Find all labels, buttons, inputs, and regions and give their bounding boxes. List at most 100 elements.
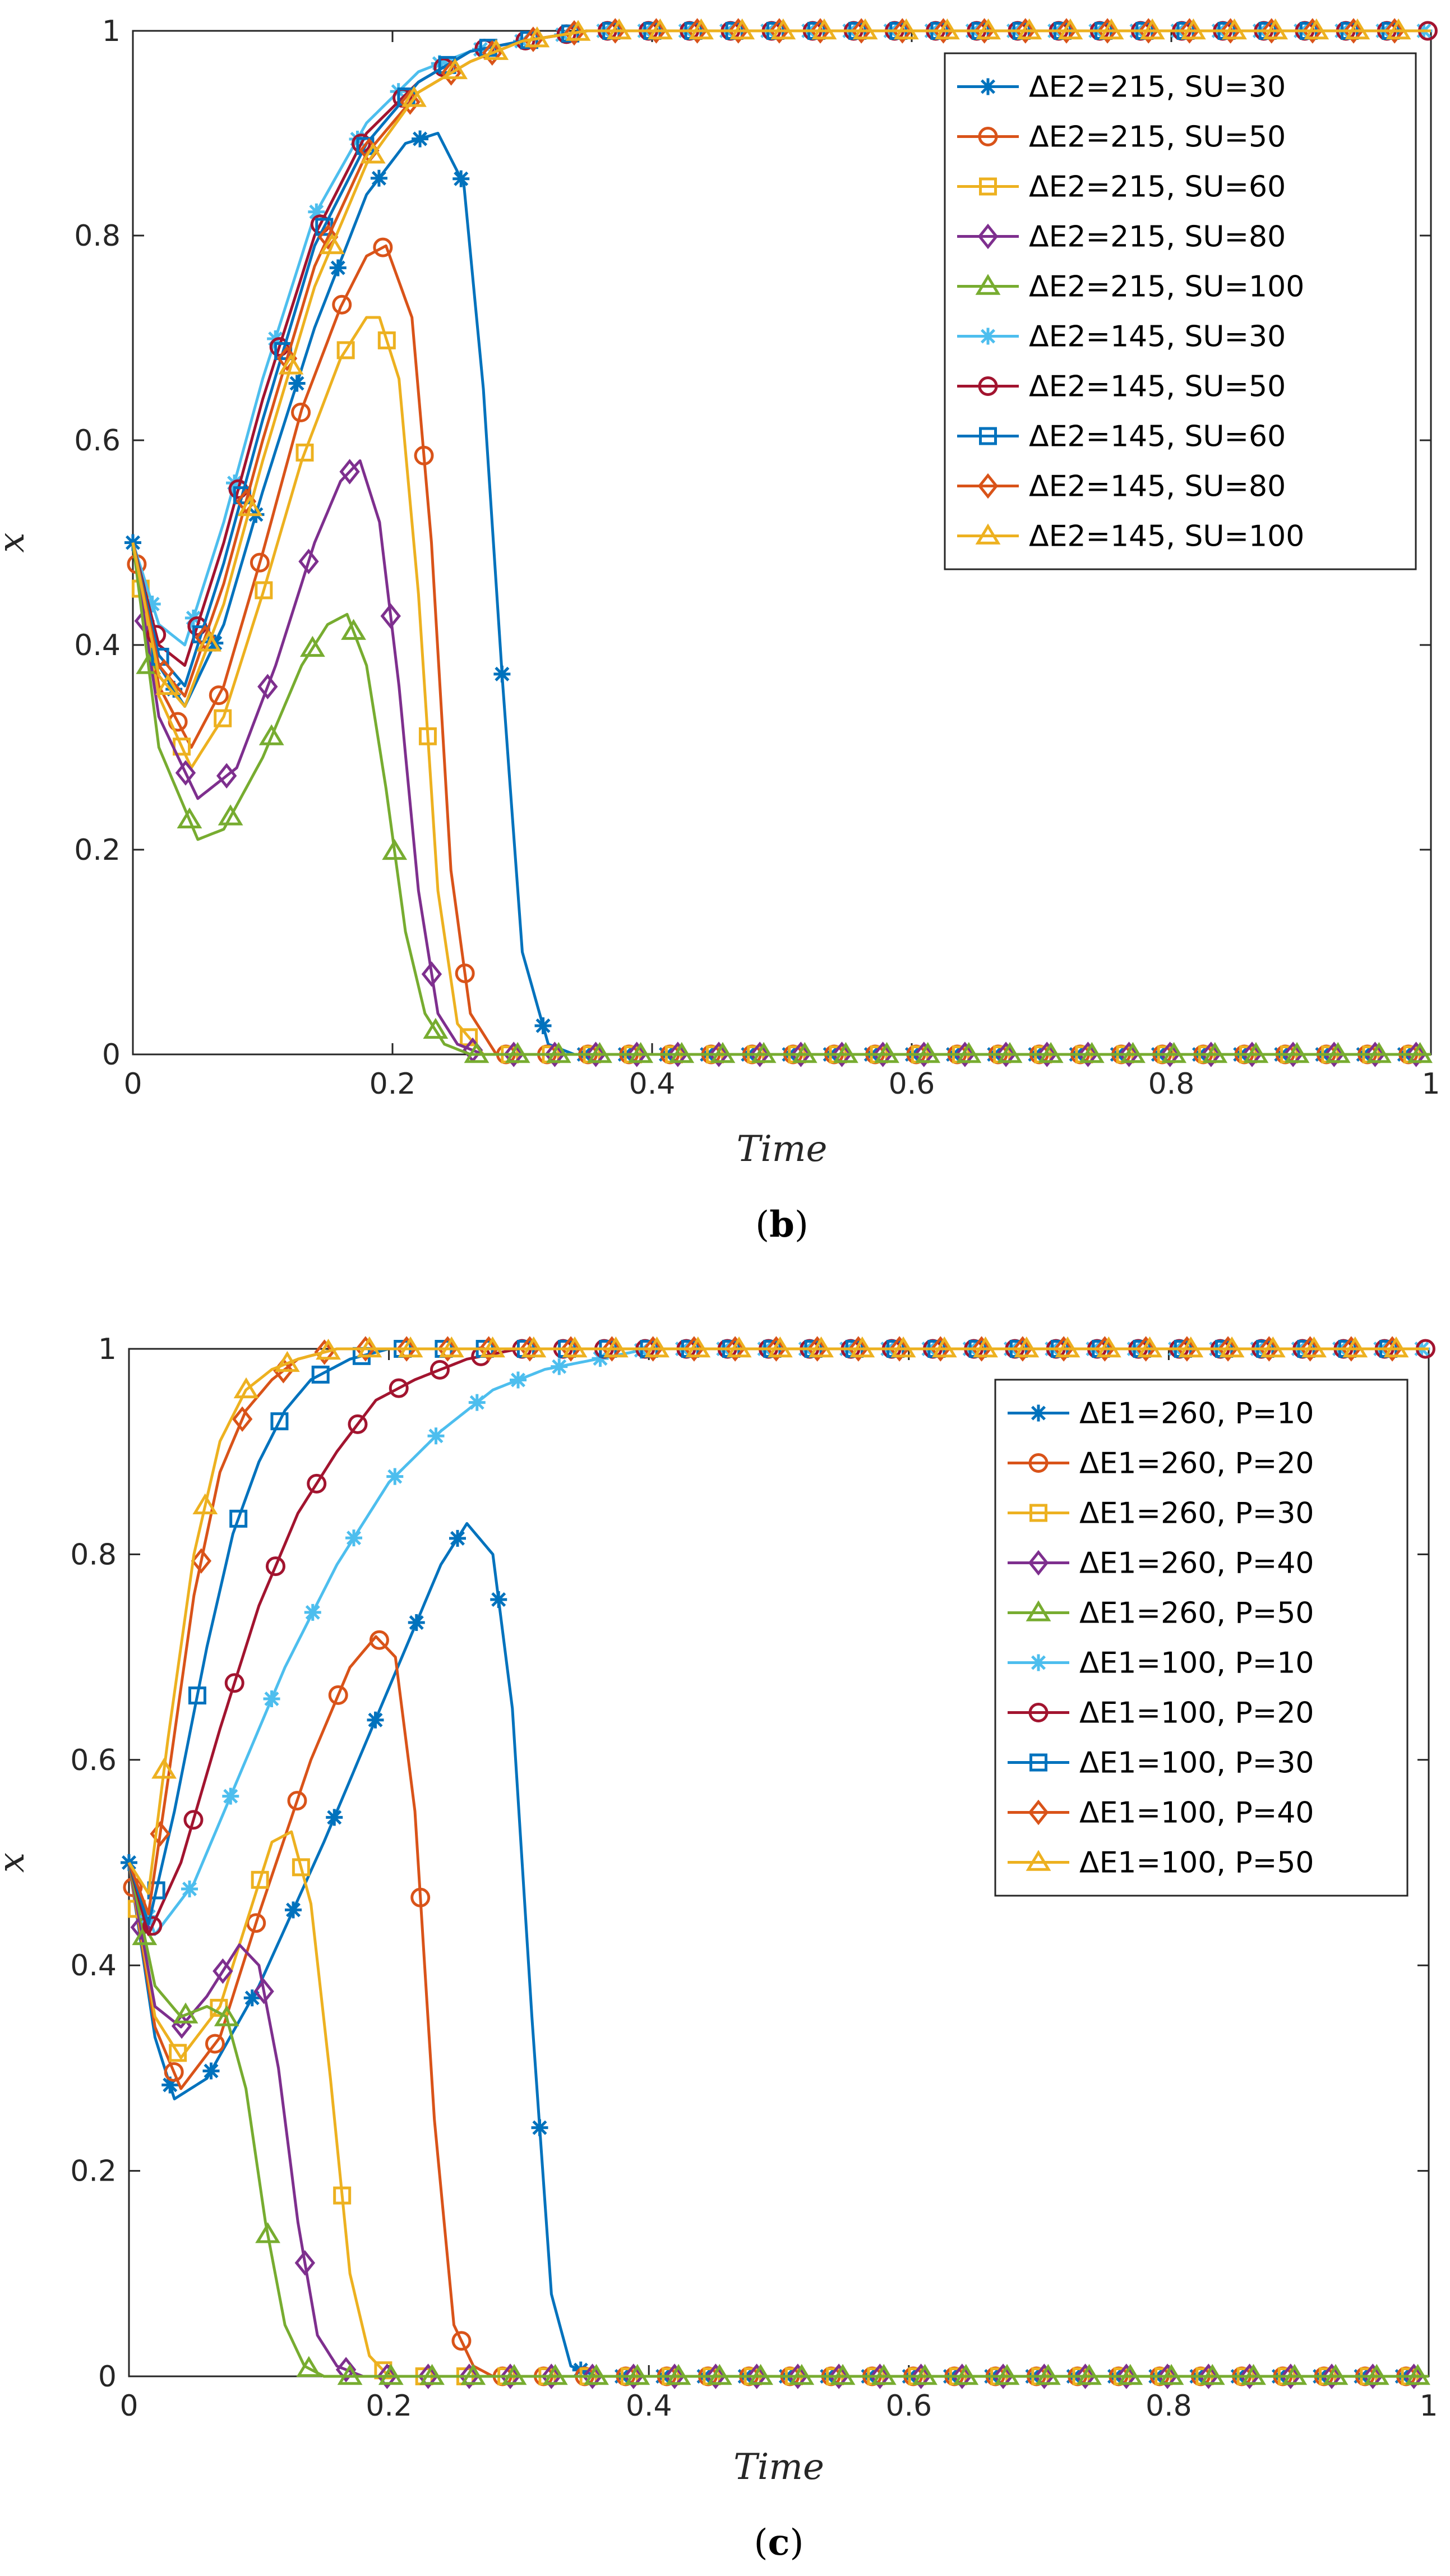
data-point — [1161, 1042, 1187, 1063]
data-point — [1178, 1336, 1204, 1358]
data-point — [142, 1916, 163, 1936]
data-point — [196, 630, 222, 652]
data-point — [1341, 1336, 1362, 1362]
data-point — [1217, 1336, 1239, 1362]
data-point — [1241, 2363, 1266, 2385]
data-point — [1301, 1336, 1327, 1358]
data-point — [389, 1378, 409, 1398]
y-tick-label: 1 — [98, 1333, 117, 1366]
data-point — [729, 18, 755, 40]
data-point — [140, 1908, 157, 1925]
data-point — [298, 549, 319, 574]
legend-marker — [1029, 1504, 1047, 1522]
x-tick-label: 0.6 — [885, 2389, 932, 2423]
data-point — [345, 1529, 363, 1547]
data-point — [524, 26, 550, 48]
data-point — [851, 18, 872, 44]
data-point — [151, 1758, 177, 1779]
data-point — [355, 1336, 376, 1362]
data-point — [592, 1350, 609, 1367]
x-axis-label: Time — [733, 2446, 824, 2488]
data-point — [380, 603, 401, 629]
data-point — [1406, 1042, 1426, 1067]
data-point — [1363, 2363, 1383, 2389]
legend-box — [944, 52, 1417, 570]
panel-label-close-paren: ) — [795, 1204, 809, 1246]
legend-marker — [979, 177, 997, 196]
data-point — [237, 495, 263, 517]
legend-entry: ΔE1=100, P=40 — [1008, 1796, 1314, 1830]
data-point — [464, 1042, 490, 1063]
data-point — [370, 169, 387, 187]
data-point — [336, 341, 355, 360]
data-point — [684, 1336, 705, 1362]
legend-entry: ΔE2=215, SU=50 — [957, 121, 1286, 154]
x-tick-label: 0 — [123, 1067, 142, 1101]
data-point — [292, 1858, 310, 1877]
legend-entry: ΔE2=215, SU=100 — [957, 270, 1304, 304]
legend-label: ΔE1=260, P=20 — [1079, 1447, 1314, 1481]
data-point — [605, 18, 626, 44]
legend-marker — [1028, 1703, 1049, 1722]
data-point — [807, 1336, 828, 1362]
data-point — [1034, 2363, 1055, 2389]
data-point — [1160, 1042, 1180, 1067]
data-point — [956, 1042, 982, 1063]
panel-label-open-paren: ( — [755, 1204, 769, 1246]
data-point — [155, 674, 181, 695]
data-point — [644, 1336, 669, 1358]
data-point — [460, 2363, 486, 2385]
data-point — [1282, 2363, 1308, 2385]
data-point — [257, 674, 278, 699]
legend-entry: ΔE1=260, P=20 — [1008, 1447, 1314, 1481]
panel-label-open-paren: ( — [754, 2522, 768, 2564]
data-point — [912, 2363, 938, 2385]
data-point — [770, 18, 796, 40]
data-point — [1137, 1336, 1162, 1358]
legend-entry: ΔE2=215, SU=60 — [957, 170, 1286, 204]
data-point — [602, 1336, 622, 1362]
data-point — [1015, 18, 1036, 44]
data-point — [1364, 2363, 1389, 2385]
data-point — [689, 18, 714, 40]
series-10 — [131, 18, 1431, 708]
data-point — [412, 130, 429, 148]
data-point — [183, 1810, 204, 1830]
data-point — [890, 1336, 916, 1358]
data-point — [1179, 18, 1200, 44]
legend-entry: ΔE1=260, P=40 — [1008, 1547, 1314, 1580]
legend-entry: ΔE1=100, P=50 — [1008, 1846, 1314, 1880]
data-point — [1345, 18, 1370, 40]
data-point — [483, 39, 509, 60]
data-point — [1079, 1042, 1105, 1063]
series-line — [131, 542, 1431, 1056]
data-point — [560, 1336, 581, 1362]
data-point — [994, 2363, 1020, 2385]
data-point — [421, 961, 442, 987]
data-point — [1382, 1336, 1403, 1362]
x-tick-label: 0.2 — [370, 1067, 416, 1101]
legend-marker — [978, 127, 998, 146]
series-5 — [127, 1862, 1430, 2385]
data-point — [316, 1338, 341, 1360]
data-point — [1017, 18, 1042, 40]
data-point — [531, 2119, 548, 2136]
legend-entry: ΔE2=145, SU=30 — [957, 320, 1286, 354]
data-point — [1138, 18, 1159, 44]
data-point — [455, 963, 475, 983]
legend-label: ΔE1=260, P=30 — [1079, 1497, 1314, 1531]
legend: ΔE1=260, P=10 ΔE1=260, P=20 ΔE1=260, P=30 Δ… — [994, 1379, 1409, 1897]
legend-label: ΔE1=100, P=50 — [1079, 1846, 1314, 1880]
data-point — [278, 353, 304, 375]
data-point — [687, 18, 708, 44]
data-point — [792, 1042, 818, 1063]
data-point — [410, 1887, 431, 1907]
data-point — [291, 402, 311, 422]
data-point — [1038, 1042, 1064, 1063]
data-point — [169, 2044, 187, 2062]
data-point — [177, 807, 202, 828]
data-point — [1243, 1042, 1269, 1063]
legend-label: ΔE2=145, SU=100 — [1029, 520, 1304, 554]
data-point — [519, 1336, 541, 1362]
legend-marker — [1028, 1799, 1049, 1826]
